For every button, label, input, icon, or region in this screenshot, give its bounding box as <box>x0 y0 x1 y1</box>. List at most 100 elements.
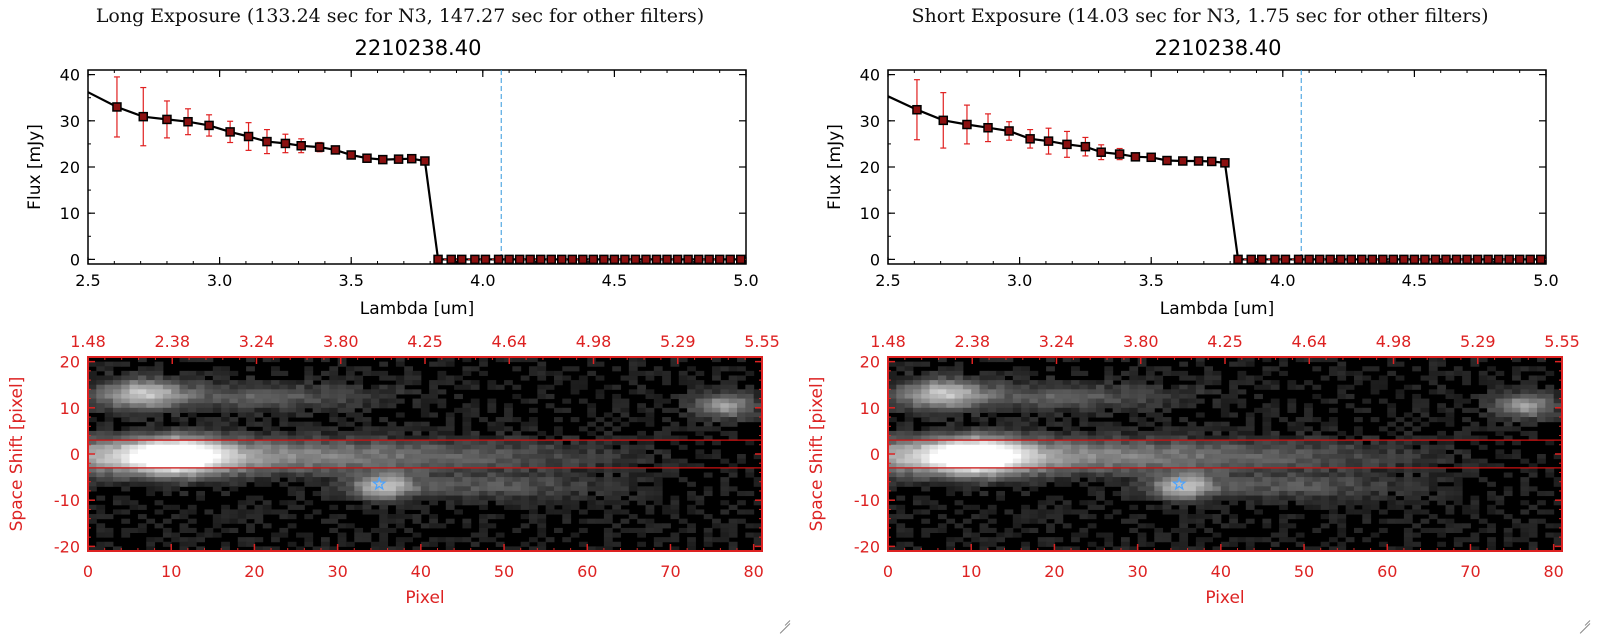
image-pixel <box>279 445 288 450</box>
image-pixel <box>363 491 372 496</box>
image-pixel <box>1279 533 1288 538</box>
image-pixel <box>338 445 347 450</box>
image-pixel <box>196 426 205 431</box>
image-pixel <box>1379 519 1388 524</box>
image-pixel <box>988 459 997 464</box>
image-pixel <box>1004 509 1013 514</box>
image-pixel <box>938 426 947 431</box>
image-pixel <box>338 417 347 422</box>
image-pixel <box>180 528 189 533</box>
image-pixel <box>1279 362 1288 367</box>
image-pixel <box>371 385 380 390</box>
image-pixel <box>670 496 679 501</box>
image-pixel <box>429 412 438 417</box>
image-pixel <box>637 500 646 505</box>
image-pixel <box>338 454 347 459</box>
image-pixel <box>1046 500 1055 505</box>
image-pixel <box>180 491 189 496</box>
y-axis-label: Space Shift [pixel] <box>7 377 27 532</box>
image-pixel <box>921 496 930 501</box>
image-pixel <box>1387 431 1396 436</box>
image-pixel <box>637 445 646 450</box>
image-pixel <box>1213 449 1222 454</box>
image-pixel <box>1021 491 1030 496</box>
image-pixel <box>1013 459 1022 464</box>
image-pixel <box>1038 445 1047 450</box>
image-pixel <box>204 394 213 399</box>
image-pixel <box>662 505 671 510</box>
image-pixel <box>1196 542 1205 547</box>
image-pixel <box>521 449 530 454</box>
image-pixel <box>446 491 455 496</box>
image-pixel <box>130 385 139 390</box>
image-pixel <box>213 417 222 422</box>
image-pixel <box>1262 486 1271 491</box>
image-pixel <box>596 459 605 464</box>
image-pixel <box>246 389 255 394</box>
image-pixel <box>421 426 430 431</box>
image-pixel <box>1279 417 1288 422</box>
image-pixel <box>321 389 330 394</box>
image-pixel <box>720 528 729 533</box>
image-pixel <box>446 519 455 524</box>
x-tick-label: 3.0 <box>1007 271 1032 290</box>
image-pixel <box>371 394 380 399</box>
image-pixel <box>338 399 347 404</box>
image-pixel <box>437 449 446 454</box>
image-pixel <box>1512 440 1521 445</box>
image-pixel <box>321 385 330 390</box>
image-pixel <box>1304 440 1313 445</box>
image-pixel <box>955 426 964 431</box>
image-pixel <box>379 528 388 533</box>
image-pixel <box>629 514 638 519</box>
image-pixel <box>396 445 405 450</box>
image-pixel <box>963 449 972 454</box>
image-pixel <box>712 454 721 459</box>
image-pixel <box>596 389 605 394</box>
image-pixel <box>346 408 355 413</box>
image-pixel <box>130 389 139 394</box>
image-pixel <box>279 459 288 464</box>
image-pixel <box>1545 403 1554 408</box>
image-pixel <box>529 505 538 510</box>
resize-grip-icon[interactable] <box>774 608 790 624</box>
image-pixel <box>1470 505 1479 510</box>
image-pixel <box>1520 389 1529 394</box>
image-pixel <box>496 533 505 538</box>
x-tick-label: 30 <box>1127 562 1147 581</box>
image-pixel <box>546 500 555 505</box>
image-pixel <box>188 472 197 477</box>
image-pixel <box>1113 482 1122 487</box>
image-pixel <box>1262 472 1271 477</box>
image-pixel <box>296 422 305 427</box>
image-pixel <box>1520 486 1529 491</box>
image-pixel <box>571 505 580 510</box>
image-pixel <box>1262 371 1271 376</box>
image-pixel <box>1029 385 1038 390</box>
image-pixel <box>504 380 513 385</box>
image-pixel <box>1029 399 1038 404</box>
image-pixel <box>171 472 180 477</box>
image-pixel <box>1371 380 1380 385</box>
image-pixel <box>963 399 972 404</box>
image-pixel <box>1312 486 1321 491</box>
image-pixel <box>1146 385 1155 390</box>
image-pixel <box>471 472 480 477</box>
image-pixel <box>1229 459 1238 464</box>
image-pixel <box>946 542 955 547</box>
image-pixel <box>1262 440 1271 445</box>
image-pixel <box>1362 505 1371 510</box>
image-pixel <box>446 375 455 380</box>
image-pixel <box>1262 459 1271 464</box>
image-pixel <box>437 486 446 491</box>
image-pixel <box>1063 417 1072 422</box>
image-pixel <box>546 468 555 473</box>
image-pixel <box>1113 399 1122 404</box>
image-pixel <box>504 496 513 501</box>
image-pixel <box>1104 426 1113 431</box>
image-pixel <box>1204 440 1213 445</box>
image-pixel <box>1004 468 1013 473</box>
image-pixel <box>238 477 247 482</box>
image-pixel <box>971 389 980 394</box>
image-pixel <box>1545 389 1554 394</box>
